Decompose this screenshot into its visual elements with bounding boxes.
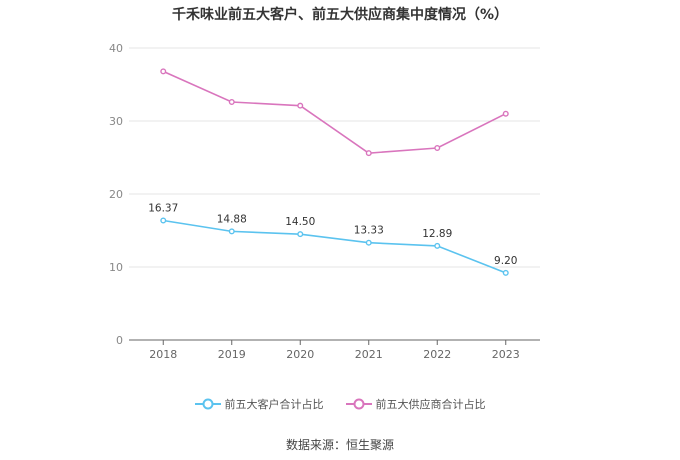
customers-point <box>502 269 509 276</box>
customers-legend-icon <box>194 398 221 410</box>
x-tick-label: 2021 <box>355 348 383 361</box>
customers-point <box>228 228 235 235</box>
customers-series-line <box>163 219 507 274</box>
customers-data-label: 14.50 <box>285 216 315 228</box>
suppliers-point <box>365 150 372 157</box>
suppliers-point <box>434 145 441 152</box>
suppliers-point <box>297 102 304 109</box>
customers-point <box>160 217 167 224</box>
suppliers-legend-icon <box>345 398 372 410</box>
y-tick-label: 30 <box>109 115 123 128</box>
x-axis: 2018 2019 2020 2021 2022 2023 <box>129 339 540 361</box>
x-tick-label: 2023 <box>492 348 520 361</box>
y-axis: 0 10 20 30 40 <box>109 42 123 347</box>
y-tick-label: 10 <box>109 261 123 274</box>
customers-data-label: 14.88 <box>217 213 247 225</box>
line-chart: 0 10 20 30 40 2018 2019 2020 2021 2022 2023 16.37… <box>109 42 540 361</box>
customers-point <box>365 239 372 246</box>
customers-point <box>297 231 304 238</box>
y-tick-label: 40 <box>109 42 123 55</box>
customers-point <box>434 242 441 249</box>
x-tick-label: 2018 <box>149 348 177 361</box>
customers-data-label: 9.20 <box>494 255 517 267</box>
legend-label-customers: 前五大客户合计占比 <box>224 398 324 411</box>
legend-item-suppliers[interactable]: 前五大供应商合计占比 <box>345 396 486 412</box>
customers-data-label: 13.33 <box>354 225 384 237</box>
suppliers-point <box>160 68 167 75</box>
legend-item-customers[interactable]: 前五大客户合计占比 <box>194 396 324 412</box>
legend: 前五大客户合计占比 前五大供应商合计占比 <box>0 396 680 412</box>
customers-data-label: 16.37 <box>148 202 178 214</box>
y-tick-label: 20 <box>109 188 123 201</box>
data-source: 数据来源：恒生聚源 <box>285 438 394 452</box>
suppliers-point <box>502 110 509 117</box>
customers-data-label: 12.89 <box>422 228 452 240</box>
series-group: 16.37 14.88 14.50 13.33 12.89 9.20 <box>148 68 517 276</box>
gridlines <box>129 47 540 268</box>
suppliers-series-line <box>162 70 507 154</box>
x-tick-label: 2022 <box>423 348 451 361</box>
chart-title: 千禾味业前五大客户、前五大供应商集中度情况（%） <box>171 7 509 23</box>
x-tick-label: 2019 <box>218 348 246 361</box>
suppliers-point <box>228 99 235 106</box>
x-tick-label: 2020 <box>286 348 314 361</box>
y-tick-label: 0 <box>116 334 123 347</box>
legend-label-suppliers: 前五大供应商合计占比 <box>375 398 486 411</box>
